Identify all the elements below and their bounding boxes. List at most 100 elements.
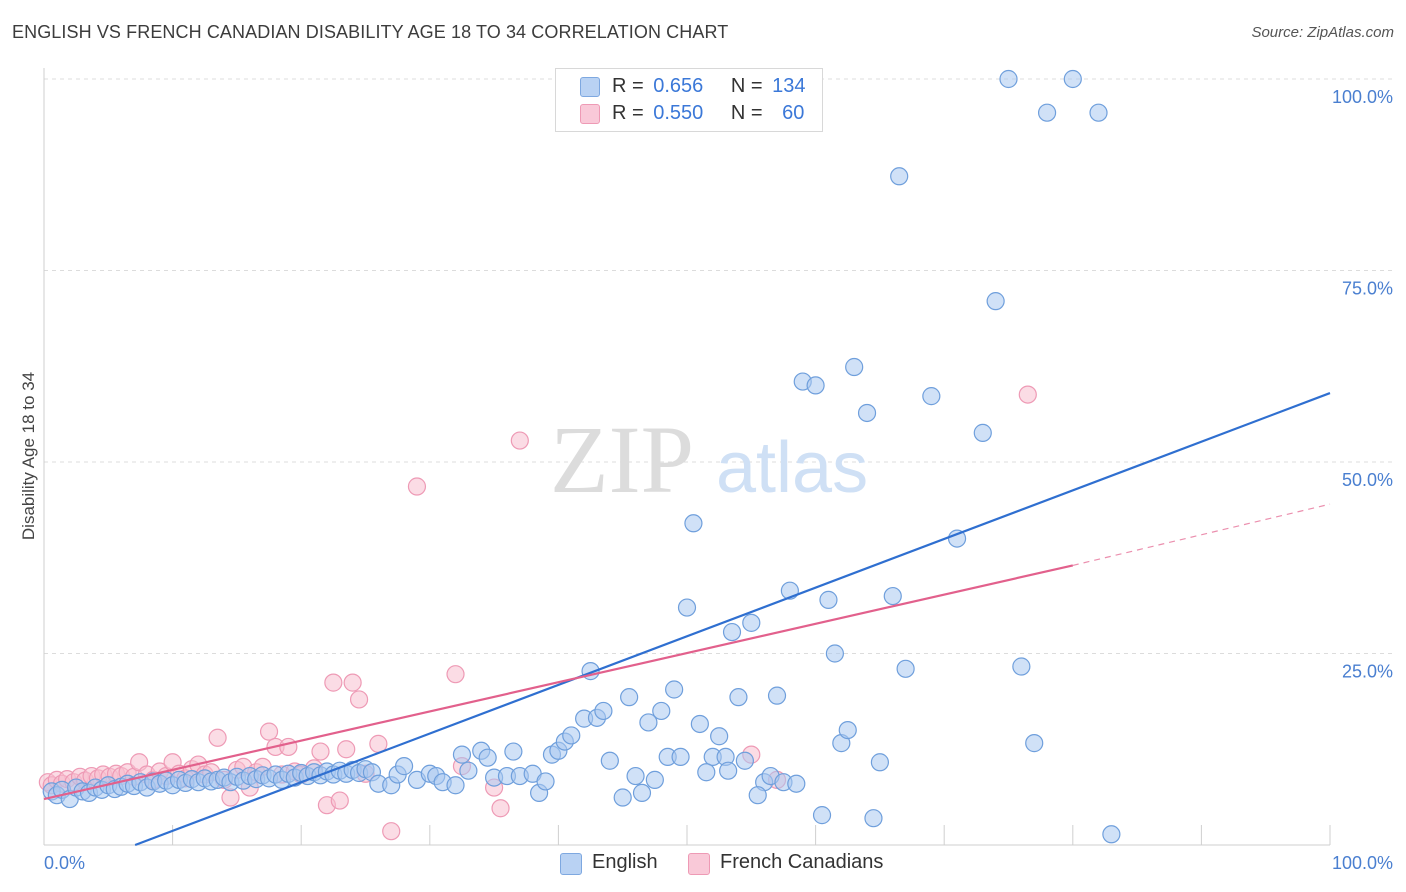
english-legend-swatch bbox=[560, 853, 582, 875]
english-point-82 bbox=[626, 766, 645, 786]
english-point-61 bbox=[459, 761, 478, 780]
english-point-111 bbox=[857, 403, 877, 423]
french-n-label: N = bbox=[730, 102, 763, 124]
english-point-80 bbox=[613, 788, 632, 807]
french-point-48 bbox=[343, 673, 362, 692]
english-point-115 bbox=[890, 167, 909, 186]
english-point-126 bbox=[1089, 103, 1108, 122]
french-point-61 bbox=[1018, 385, 1037, 404]
english-point-123 bbox=[1025, 734, 1044, 753]
english-point-90 bbox=[677, 598, 697, 617]
english-point-118 bbox=[947, 529, 967, 548]
watermark-atlas: atlas bbox=[716, 428, 868, 508]
english-point-128 bbox=[812, 806, 832, 825]
english-point-85 bbox=[645, 770, 664, 789]
english-point-88 bbox=[665, 680, 684, 699]
english-point-70 bbox=[536, 772, 555, 791]
y-tick-label-100: 100.0% bbox=[1332, 87, 1393, 107]
french-legend-swatch bbox=[688, 853, 710, 875]
english-point-106 bbox=[819, 590, 838, 609]
english-point-83 bbox=[632, 783, 652, 803]
french-point-49 bbox=[349, 690, 369, 709]
french-point-57 bbox=[491, 799, 510, 818]
french-trend-extension bbox=[1072, 503, 1331, 566]
french-point-28 bbox=[208, 728, 227, 747]
y-tick-label-25: 25.0% bbox=[1342, 662, 1393, 682]
english-point-86 bbox=[652, 701, 671, 721]
english-point-117 bbox=[922, 387, 941, 406]
english-point-94 bbox=[710, 727, 729, 746]
english-point-74 bbox=[562, 726, 581, 745]
english-point-89 bbox=[671, 747, 690, 767]
english-point-101 bbox=[767, 686, 787, 705]
english-point-110 bbox=[845, 357, 864, 377]
french-trend-line bbox=[43, 564, 1074, 801]
english-points bbox=[42, 69, 1121, 844]
english-swatch bbox=[580, 77, 600, 97]
english-point-125 bbox=[1063, 69, 1082, 89]
english-point-105 bbox=[806, 376, 825, 395]
english-n-value: 134 bbox=[772, 75, 806, 97]
french-swatch bbox=[580, 104, 600, 124]
english-point-120 bbox=[986, 292, 1005, 311]
french-point-46 bbox=[330, 791, 349, 810]
english-n-label: N = bbox=[730, 75, 763, 97]
english-point-109 bbox=[838, 720, 857, 740]
french-point-47 bbox=[337, 740, 356, 759]
english-point-59 bbox=[446, 776, 465, 795]
y-tick-label-50: 50.0% bbox=[1342, 470, 1393, 490]
english-point-81 bbox=[620, 688, 639, 707]
english-point-92 bbox=[690, 714, 709, 734]
french-point-54 bbox=[446, 665, 465, 684]
english-point-84 bbox=[639, 713, 658, 732]
english-point-60 bbox=[452, 745, 472, 764]
english-point-79 bbox=[600, 751, 619, 770]
english-point-132 bbox=[697, 763, 716, 782]
english-point-130 bbox=[748, 786, 767, 805]
english-point-131 bbox=[735, 751, 754, 770]
watermark-zip: ZIP bbox=[550, 406, 694, 513]
english-point-97 bbox=[729, 688, 748, 707]
english-point-91 bbox=[684, 514, 703, 533]
english-point-113 bbox=[870, 753, 890, 772]
english-point-78 bbox=[594, 701, 613, 721]
french-r-value: 0.550 bbox=[653, 102, 704, 124]
french-point-53 bbox=[407, 477, 427, 496]
english-point-96 bbox=[722, 622, 742, 642]
gridlines bbox=[44, 78, 1393, 654]
french-point-43 bbox=[311, 742, 330, 761]
english-point-129 bbox=[787, 774, 806, 793]
english-point-127 bbox=[1102, 825, 1121, 844]
english-point-133 bbox=[719, 761, 738, 780]
english-point-114 bbox=[883, 586, 902, 606]
french-n-value: 60 bbox=[782, 102, 805, 124]
english-point-116 bbox=[896, 659, 915, 678]
english-r-value: 0.656 bbox=[653, 75, 704, 97]
french-point-52 bbox=[382, 822, 401, 841]
french-legend-label: French Canadians bbox=[720, 851, 884, 873]
english-trend-line bbox=[134, 392, 1331, 847]
correlation-legend: R = 0.656 N = 134 R = 0.550 N = 60 bbox=[555, 68, 823, 132]
english-r-label: R = bbox=[612, 75, 644, 97]
english-point-98 bbox=[742, 613, 761, 632]
english-point-54 bbox=[394, 757, 414, 776]
y-tick-labels: 25.0% 50.0% 75.0% 100.0% bbox=[1332, 87, 1393, 682]
x-tick-marks bbox=[172, 825, 1331, 845]
french-point-36 bbox=[259, 722, 279, 741]
x-tick-label-max: 100.0% bbox=[1332, 853, 1393, 873]
english-point-124 bbox=[1037, 103, 1057, 122]
english-point-112 bbox=[864, 809, 883, 828]
english-point-63 bbox=[478, 748, 497, 767]
french-point-58 bbox=[510, 431, 529, 450]
french-point-39 bbox=[279, 737, 298, 757]
source-credit: Source: ZipAtlas.com bbox=[1251, 24, 1394, 41]
english-legend-label: English bbox=[592, 851, 658, 873]
english-point-122 bbox=[1012, 657, 1031, 676]
english-point-119 bbox=[973, 423, 992, 442]
english-point-66 bbox=[504, 742, 523, 761]
english-point-121 bbox=[999, 69, 1018, 89]
chart-title: ENGLISH VS FRENCH CANADIAN DISABILITY AG… bbox=[12, 22, 729, 42]
trend-lines bbox=[43, 392, 1331, 847]
french-r-label: R = bbox=[612, 102, 644, 124]
